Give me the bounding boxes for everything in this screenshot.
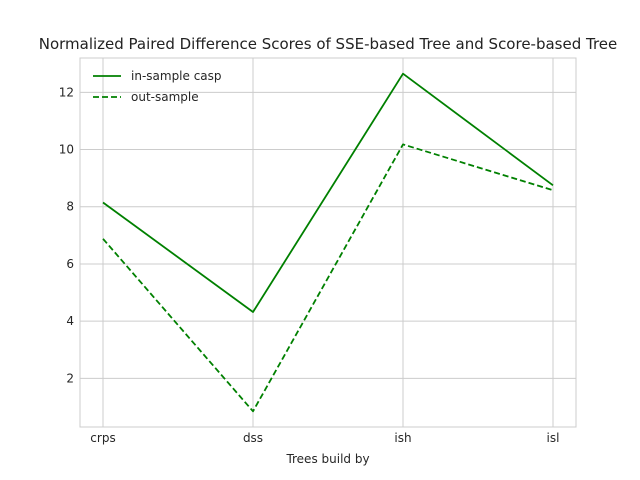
y-tick-label: 8 <box>66 200 74 214</box>
y-tick-label: 12 <box>59 85 74 99</box>
x-tick-label: dss <box>243 431 263 445</box>
series-lines <box>102 72 554 413</box>
plot-frame <box>79 57 577 428</box>
legend-label: in-sample casp <box>131 69 222 83</box>
x-tick-label: ish <box>394 431 411 445</box>
x-tick-label: crps <box>90 431 115 445</box>
series-line-2 <box>102 143 554 413</box>
grid <box>80 58 576 427</box>
series-line-1 <box>102 72 554 313</box>
x-axis-label: Trees build by <box>285 452 369 466</box>
y-tick-label: 2 <box>66 371 74 385</box>
chart-title: Normalized Paired Difference Scores of S… <box>39 35 618 53</box>
y-tick-label: 10 <box>59 143 74 157</box>
y-tick-label: 4 <box>66 314 74 328</box>
x-tick-label: isl <box>547 431 560 445</box>
y-tick-label: 6 <box>66 257 74 271</box>
legend: in-sample casp out-sample <box>93 69 222 104</box>
legend-label: out-sample <box>131 90 199 104</box>
tick-labels: crps dss ish isl 2 4 6 8 10 12 <box>59 85 560 445</box>
